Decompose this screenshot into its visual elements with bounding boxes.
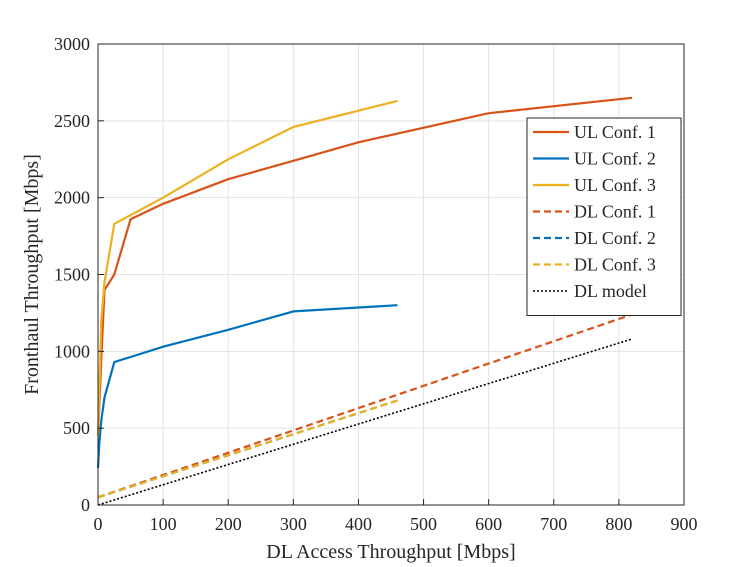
x-axis-title: DL Access Throughput [Mbps] [266,541,515,563]
y-tick-label: 0 [81,495,90,515]
x-tick-label: 400 [345,514,372,534]
y-tick-label: 500 [63,418,90,438]
legend: UL Conf. 1 UL Conf. 2 UL Conf. 3 DL Conf. 1… [526,117,682,316]
series-line-dl-model [97,338,633,506]
axis-ticks: 0 100 200 300 400 500 600 700 800 900 0 500 1000 1500… [54,34,698,534]
legend-label: UL Conf. 1 [574,122,656,142]
legend-label: DL Conf. 1 [574,202,656,222]
x-tick-label: 500 [410,514,437,534]
legend-box [526,117,682,316]
x-tick-label: 600 [475,514,502,534]
y-axis-title: Fronthaul Throughput [Mbps] [21,154,43,395]
y-tick-label: 1000 [54,341,90,361]
series-line-dl-conf-3 [97,399,398,499]
legend-label: DL model [574,281,647,301]
x-tick-label: 700 [540,514,567,534]
x-tick-label: 800 [605,514,632,534]
x-tick-label: 100 [150,514,177,534]
series-line-ul-conf-1 [96,96,633,436]
y-tick-label: 2500 [54,111,90,131]
legend-label: UL Conf. 2 [574,149,656,169]
legend-label: DL Conf. 3 [574,255,656,275]
x-tick-label: 0 [94,514,103,534]
series-line-ul-conf-3 [96,99,398,436]
series-line-dl-conf-1 [97,313,633,499]
y-tick-label: 2000 [54,188,90,208]
y-tick-label: 3000 [54,34,90,54]
y-tick-label: 1500 [54,265,90,285]
x-tick-label: 200 [215,514,242,534]
legend-label: DL Conf. 2 [574,228,656,248]
series-lines [96,96,633,506]
x-tick-label: 900 [671,514,698,534]
legend-label: UL Conf. 3 [574,175,656,195]
series-line-ul-conf-2 [96,304,398,469]
x-tick-label: 300 [280,514,307,534]
